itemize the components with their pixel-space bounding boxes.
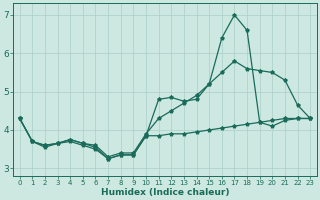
X-axis label: Humidex (Indice chaleur): Humidex (Indice chaleur) bbox=[101, 188, 229, 197]
